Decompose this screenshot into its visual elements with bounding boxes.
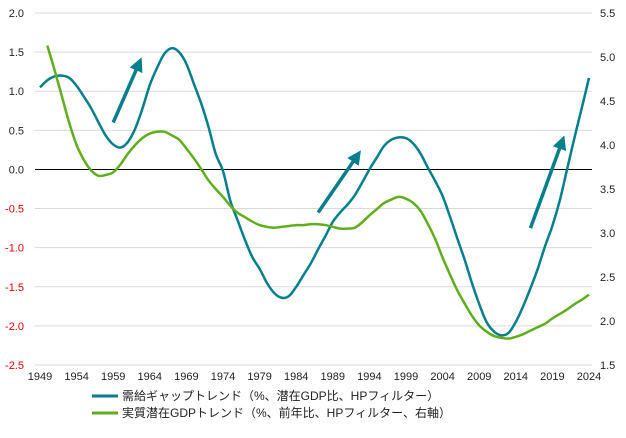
- right-axis: 5.5 5.0 4.5 4.0 3.5 3.0 2.5 2.0 1.5: [600, 8, 615, 372]
- left-tick-label: -2.0: [5, 321, 24, 333]
- left-axis: 2.0 1.5 1.0 0.5 0.0 -0.5 -1.0 -1.5 -2.0 -2.5: [5, 8, 24, 372]
- legend-item-potential-gdp: 実質潜在GDPトレンド（%、前年比、HPフィルター、右軸）: [92, 405, 451, 420]
- left-tick-label: -1.0: [5, 243, 24, 255]
- left-tick-label: -1.5: [5, 282, 24, 294]
- right-tick-label: 5.0: [600, 52, 615, 64]
- gridlines: [35, 12, 592, 366]
- left-tick-label: 0.5: [9, 125, 24, 137]
- x-tick-label: 2019: [540, 371, 564, 383]
- left-tick-label: -0.5: [5, 204, 24, 216]
- x-tick-label: 1974: [211, 371, 235, 383]
- legend-item-demand-gap: 需給ギャップトレンド（%、潜在GDP比、HPフィルター）: [92, 389, 439, 403]
- left-tick-label: -2.5: [5, 360, 24, 372]
- right-tick-label: 5.5: [600, 8, 615, 20]
- right-tick-label: 3.0: [600, 228, 615, 240]
- series-line-demand-gap: [39, 46, 591, 337]
- x-tick-label: 1994: [357, 371, 381, 383]
- annotations: [111, 57, 567, 229]
- x-tick-label: 2024: [577, 371, 601, 383]
- right-tick-label: 4.5: [600, 96, 615, 108]
- x-tick-label: 1959: [101, 371, 125, 383]
- series-group: [39, 45, 591, 340]
- x-tick-label: 1949: [28, 371, 52, 383]
- trend-arrow: [316, 150, 361, 214]
- x-tick-label: 2014: [504, 371, 528, 383]
- x-tick-label: 1984: [284, 371, 308, 383]
- series-line-potential-gdp: [46, 45, 590, 340]
- x-tick-label: 1979: [247, 371, 271, 383]
- trend-arrow: [528, 135, 567, 229]
- right-tick-label: 2.5: [600, 272, 615, 284]
- x-tick-label: 1969: [174, 371, 198, 383]
- right-tick-label: 2.0: [600, 316, 615, 328]
- x-tick-label: 1989: [321, 371, 345, 383]
- x-tick-label: 2009: [467, 371, 491, 383]
- right-tick-label: 1.5: [600, 360, 615, 372]
- left-tick-label: 2.0: [9, 8, 24, 20]
- x-tick-label: 2004: [430, 371, 454, 383]
- left-tick-label: 0.0: [9, 164, 24, 176]
- x-tick-label: 1954: [64, 371, 88, 383]
- left-tick-label: 1.0: [9, 86, 24, 98]
- x-tick-label: 1999: [394, 371, 418, 383]
- x-axis: 1949 1954 1959 1964 1969 1974 1979 1984 1989 1994…: [28, 371, 601, 383]
- right-tick-label: 3.5: [600, 184, 615, 196]
- trend-arrow: [111, 57, 143, 124]
- right-tick-label: 4.0: [600, 140, 615, 152]
- legend-label-potential-gdp: 実質潜在GDPトレンド（%、前年比、HPフィルター、右軸）: [122, 405, 451, 420]
- left-tick-label: 1.5: [9, 47, 24, 59]
- legend-label-demand-gap: 需給ギャップトレンド（%、潜在GDP比、HPフィルター）: [122, 389, 439, 403]
- legend: 需給ギャップトレンド（%、潜在GDP比、HPフィルター） 実質潜在GDPトレンド…: [92, 389, 451, 420]
- x-tick-label: 1964: [138, 371, 162, 383]
